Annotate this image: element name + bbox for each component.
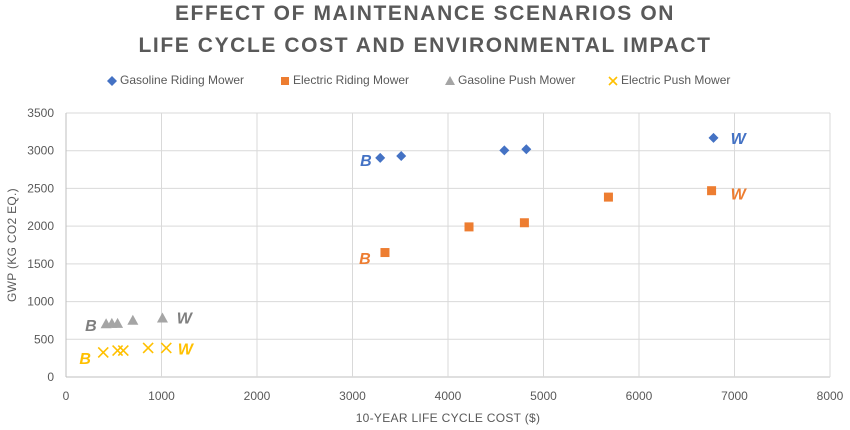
y-tick-label: 2500 bbox=[27, 181, 54, 195]
x-axis-title: 10-YEAR LIFE CYCLE COST ($) bbox=[356, 411, 541, 425]
y-tick-label: 1000 bbox=[27, 295, 54, 309]
x-tick-label: 5000 bbox=[530, 389, 557, 403]
legend-marker-x bbox=[608, 76, 618, 86]
data-point-x bbox=[97, 346, 109, 359]
legend-marker-triangle bbox=[445, 76, 455, 85]
annotation-label: B bbox=[85, 318, 97, 335]
annotation-label: B bbox=[360, 153, 372, 170]
legend-label: Gasoline Push Mower bbox=[458, 73, 576, 87]
chart-title-line-2: LIFE CYCLE COST AND ENVIRONMENTAL IMPACT bbox=[138, 34, 712, 57]
data-point-diamond bbox=[375, 152, 386, 163]
data-point-triangle bbox=[112, 317, 124, 328]
chart-title-line-1: EFFECT OF MAINTENANCE SCENARIOS ON bbox=[174, 2, 676, 25]
annotation-label: B bbox=[359, 251, 371, 268]
annotation-label: W bbox=[177, 310, 194, 327]
chart-legend: Gasoline Riding Mower Electric Riding Mo… bbox=[0, 73, 850, 93]
data-point-diamond bbox=[396, 150, 407, 161]
data-point-triangle bbox=[127, 314, 139, 325]
legend-label: Electric Riding Mower bbox=[293, 73, 410, 87]
data-point-diamond bbox=[708, 132, 719, 143]
data-point-x bbox=[112, 345, 124, 357]
x-tick-label: 1000 bbox=[148, 389, 175, 403]
data-point-x bbox=[160, 342, 172, 354]
y-tick-label: 2000 bbox=[27, 219, 54, 233]
data-point-diamond bbox=[499, 145, 510, 156]
annotation-label: W bbox=[178, 341, 195, 358]
x-tick-label: 3000 bbox=[339, 389, 366, 403]
legend-marker-square bbox=[281, 77, 289, 85]
data-point-diamond bbox=[521, 144, 532, 155]
data-point-square bbox=[707, 186, 717, 196]
legend-label: Electric Push Mower bbox=[621, 73, 731, 87]
x-tick-label: 6000 bbox=[626, 389, 653, 403]
x-tick-label: 8000 bbox=[817, 389, 844, 403]
x-tick-label: 0 bbox=[63, 389, 70, 403]
y-tick-label: 0 bbox=[47, 370, 54, 384]
annotation-label: W bbox=[731, 131, 748, 148]
y-tick-label: 3000 bbox=[27, 144, 54, 158]
legend-marker-diamond bbox=[107, 76, 117, 86]
x-tick-label: 7000 bbox=[721, 389, 748, 403]
y-tick-label: 3500 bbox=[27, 106, 54, 120]
x-tick-label: 2000 bbox=[244, 389, 271, 403]
legend-label: Gasoline Riding Mower bbox=[120, 73, 245, 87]
annotation-label: B bbox=[79, 351, 91, 368]
annotation-label: W bbox=[731, 187, 748, 204]
y-tick-label: 1500 bbox=[27, 257, 54, 271]
data-point-square bbox=[603, 192, 613, 202]
data-point-square bbox=[464, 222, 474, 232]
data-point-square bbox=[519, 218, 529, 228]
data-point-triangle bbox=[156, 312, 168, 323]
x-tick-label: 4000 bbox=[435, 389, 462, 403]
data-point-square bbox=[380, 248, 390, 258]
y-axis-title: GWP (KG CO2 EQ.) bbox=[5, 188, 19, 302]
y-tick-label: 500 bbox=[34, 332, 54, 346]
data-point-x bbox=[142, 342, 154, 354]
data-point-x bbox=[117, 345, 129, 357]
